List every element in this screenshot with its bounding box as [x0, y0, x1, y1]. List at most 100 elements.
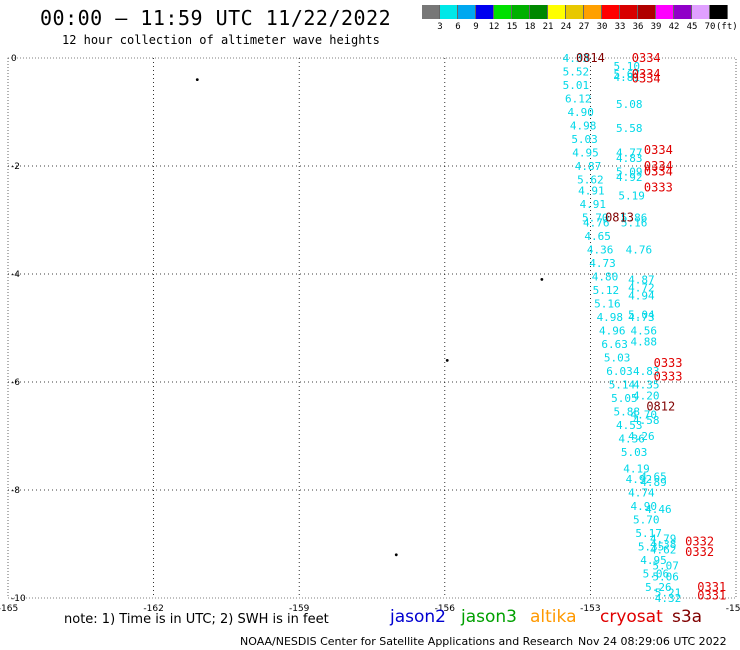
data-label-jason2: 5.07: [652, 560, 679, 573]
data-label-jason2: 4.90: [567, 106, 594, 119]
colorbar-swatch: [602, 5, 620, 19]
data-label-jason2: 4.92: [616, 171, 643, 184]
data-label-jason2: 4.20: [633, 390, 660, 403]
colorbar-swatch: [584, 5, 602, 19]
colorbar-tick: 27: [578, 22, 590, 32]
credit-text: NOAA/NESDIS Center for Satellite Applica…: [240, 635, 574, 648]
chart-subtitle: 12 hour collection of altimeter wave hei…: [62, 33, 380, 47]
data-label-jason2: 4.83: [633, 365, 660, 378]
island-marker: [445, 359, 449, 362]
data-label-jason2: 5.10: [614, 60, 641, 73]
data-label-jason2: 4.58: [633, 414, 660, 427]
data-label-cryosat: 0331: [697, 588, 726, 602]
data-label-cryosat: 0334: [632, 67, 661, 81]
data-label-jason2: 4.76: [626, 244, 653, 257]
island-marker: [540, 278, 544, 281]
data-label-jason2: 5.09: [616, 165, 643, 178]
data-label-jason2: 5.86: [621, 211, 648, 224]
data-label-jason2: 5.26: [645, 581, 672, 594]
colorbar-swatch: [620, 5, 638, 19]
data-label-jason2: 4.92: [626, 473, 653, 486]
data-label-jason2: 4.73: [628, 311, 655, 324]
data-label-jason2: 4.36: [587, 244, 614, 257]
colorbar-swatch: [494, 5, 512, 19]
plot-frame: [7, 57, 737, 599]
data-label-jason2: 4.83: [616, 152, 643, 165]
colorbar-tick: 6: [455, 22, 461, 32]
data-label-jason2: 4.62: [650, 543, 677, 556]
data-label-s3a: 0812: [646, 399, 675, 413]
data-label-jason2: 5.03: [621, 446, 648, 459]
y-tick-label: -10: [11, 594, 26, 604]
x-tick-label: -159: [289, 604, 310, 614]
colorbar-tick: 21: [542, 22, 554, 32]
colorbar-swatch: [656, 5, 674, 19]
data-label-jason2: 4.65: [584, 230, 611, 243]
legend-cryosat: cryosat: [600, 607, 663, 627]
x-tick-label: -156: [435, 604, 456, 614]
colorbar-swatch: [422, 5, 440, 19]
colorbar-swatch: [440, 5, 458, 19]
data-label-jason2: 5.06: [643, 568, 670, 581]
data-label-jason2: 5.03: [604, 352, 631, 365]
colorbar-tick: 39: [650, 22, 662, 32]
data-label-jason2: 5.12: [593, 284, 620, 297]
data-label-cryosat: 0332: [685, 534, 714, 548]
legend-s3a: s3a: [672, 607, 703, 627]
data-label-jason2: 5.04: [628, 309, 655, 322]
data-label-cryosat: 0334: [644, 143, 673, 157]
colorbar-swatch: [692, 5, 710, 19]
data-label-jason2: 4.38: [650, 538, 677, 551]
colorbar-swatch: [530, 5, 548, 19]
generated-timestamp: Nov 24 08:29:06 UTC 2022: [578, 635, 727, 648]
colorbar-swatch: [476, 5, 494, 19]
data-label-jason2: 4.53: [616, 419, 643, 432]
colorbar-tick: 42: [668, 22, 680, 32]
data-label-jason2: 4.87: [628, 273, 655, 286]
y-tick-label: -8: [11, 486, 20, 496]
data-label-cryosat: 0333: [654, 356, 683, 370]
data-label-jason2: 4.91: [580, 198, 607, 211]
chart-title: 00:00 – 11:59 UTC 11/22/2022: [40, 6, 392, 30]
data-label-jason2: 4.95: [572, 147, 599, 160]
x-tick-label: -165: [0, 604, 18, 614]
data-label-jason2: 4.88: [631, 336, 658, 349]
data-label-cryosat: 0334: [632, 72, 661, 86]
data-label-jason2: 4.81: [614, 71, 641, 84]
x-tick-label: -150: [726, 604, 740, 614]
units-note: note: 1) Time is in UTC; 2) SWH is in fe…: [64, 612, 329, 627]
data-label-jason2: 4.76: [583, 217, 610, 230]
data-label-jason2: 4.90: [631, 500, 658, 513]
data-label-jason2: 5.88: [614, 406, 641, 419]
colorbar-swatch: [638, 5, 656, 19]
island-marker: [195, 78, 199, 81]
data-label-s3a: 0813: [605, 210, 634, 224]
data-label-jason2: 5.14: [609, 379, 636, 392]
data-label-jason2: 5.16: [621, 217, 648, 230]
colorbar-unit: (ft): [716, 22, 738, 32]
colorbar-tick: 33: [614, 22, 626, 32]
colorbar-swatch: [566, 5, 584, 19]
data-label-jason2: 4.73: [589, 257, 616, 270]
colorbar-swatch: [710, 5, 728, 19]
data-label-jason2: 4.94: [628, 290, 655, 303]
data-label-cryosat: 0333: [654, 370, 683, 384]
data-label-cryosat: 0334: [644, 159, 673, 173]
data-label-cryosat: 0334: [644, 164, 673, 178]
data-label-jason2: 4.36: [618, 433, 645, 446]
data-label-jason2: 4.98: [570, 120, 597, 133]
data-label-jason2: 5.52: [563, 66, 590, 79]
colorbar-tick: 3: [437, 22, 443, 32]
data-label-jason2: 4.70: [631, 408, 658, 421]
data-label-jason2: 4.80: [592, 271, 619, 284]
data-label-jason2: 5.62: [577, 174, 604, 187]
data-label-jason2: 5.19: [618, 190, 645, 203]
data-label-jason2: 4.96: [599, 325, 626, 338]
data-label-jason2: 4.65: [640, 471, 667, 484]
colorbar-tick: 70: [704, 22, 716, 32]
data-label-jason2: 6.12: [565, 93, 592, 106]
data-label-jason2: 4.26: [628, 430, 655, 443]
data-label-jason2: 5.16: [594, 298, 621, 311]
